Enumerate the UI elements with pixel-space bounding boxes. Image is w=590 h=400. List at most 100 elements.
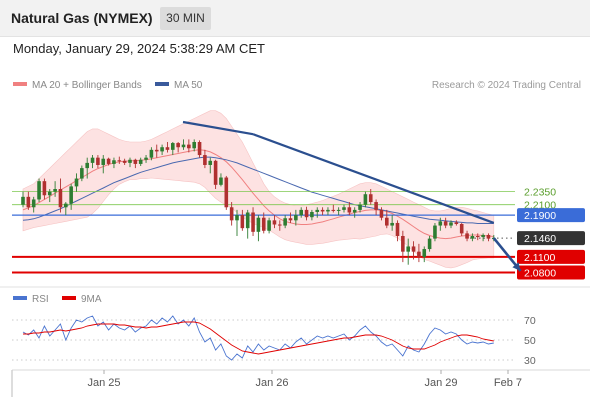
candle-body bbox=[454, 222, 459, 224]
candle-body bbox=[80, 168, 84, 179]
candle-body bbox=[154, 149, 159, 152]
candle-body bbox=[128, 159, 132, 163]
x-tick-label: Jan 25 bbox=[87, 377, 120, 389]
candle-body bbox=[342, 207, 346, 210]
candle-body bbox=[465, 233, 469, 239]
rsi-swatch-icon bbox=[13, 296, 27, 300]
candle-body bbox=[203, 155, 207, 165]
rsi-line bbox=[22, 315, 494, 361]
candle-body bbox=[459, 223, 464, 234]
level-label: 2.2350 bbox=[524, 187, 556, 199]
candle-body bbox=[187, 144, 191, 149]
candle-body bbox=[31, 199, 36, 208]
candle-body bbox=[149, 149, 154, 158]
candle-body bbox=[251, 212, 255, 232]
legend-item-ma50: MA 50 bbox=[155, 80, 202, 91]
candle-body bbox=[374, 202, 378, 210]
candle-body bbox=[245, 212, 250, 229]
level-tag-label: 2.0800 bbox=[524, 268, 556, 280]
candle-body bbox=[144, 157, 148, 160]
candle-body bbox=[37, 181, 41, 200]
candle-body bbox=[272, 220, 277, 225]
rsi-tick-label: 30 bbox=[524, 355, 536, 367]
candle-body bbox=[192, 142, 196, 149]
candle-body bbox=[379, 209, 384, 218]
rsi-legend-label: RSI bbox=[32, 294, 49, 305]
candle-body bbox=[261, 217, 266, 231]
level-tag-support bbox=[517, 249, 585, 264]
candle-body bbox=[58, 189, 63, 208]
candle-body bbox=[47, 191, 52, 196]
candle-body bbox=[267, 220, 271, 231]
candle-body bbox=[278, 224, 282, 226]
projection-arrow-head-icon bbox=[512, 262, 521, 271]
candle-body bbox=[475, 236, 480, 238]
rsi-chart: RSI 9MA 70 50 30 bbox=[12, 294, 536, 367]
level-tag-label: 2.1100 bbox=[524, 252, 555, 264]
candle-body bbox=[443, 221, 448, 226]
candle-body bbox=[310, 211, 314, 218]
ma50-line bbox=[22, 156, 494, 224]
candle-body bbox=[240, 215, 245, 229]
candle-body bbox=[219, 177, 223, 185]
bollinger-band-area bbox=[22, 110, 495, 269]
candle-body bbox=[411, 246, 416, 252]
candle-body bbox=[96, 157, 100, 165]
candle-body bbox=[64, 203, 68, 208]
candle-body bbox=[352, 209, 357, 213]
trendline bbox=[252, 133, 495, 224]
x-tick-label: Jan 29 bbox=[424, 377, 457, 389]
candle-body bbox=[433, 225, 437, 239]
candle-body bbox=[449, 222, 453, 226]
candle-body bbox=[390, 222, 394, 226]
candle-body bbox=[299, 209, 303, 216]
ma20-swatch-icon bbox=[13, 82, 27, 87]
candle-body bbox=[304, 209, 309, 218]
candle-body bbox=[69, 186, 73, 204]
candle-body bbox=[74, 178, 79, 187]
candle-body bbox=[235, 215, 239, 221]
candle-body bbox=[336, 209, 341, 211]
candle-body bbox=[106, 158, 111, 164]
candle-body bbox=[288, 218, 293, 221]
candle-body bbox=[283, 218, 287, 226]
timeframe-selector[interactable]: 30 MIN bbox=[160, 7, 211, 30]
candle-body bbox=[417, 251, 421, 257]
candle-body bbox=[122, 160, 127, 163]
level-tag-pivot bbox=[517, 208, 585, 223]
candle-body bbox=[138, 159, 143, 164]
candle-body bbox=[326, 209, 330, 212]
candle-body bbox=[21, 196, 25, 205]
ma50-swatch-icon bbox=[155, 82, 169, 87]
candle-body bbox=[224, 177, 229, 208]
candle-body bbox=[331, 209, 336, 211]
candle-body bbox=[315, 209, 320, 212]
candle-body bbox=[438, 221, 443, 226]
candle-body bbox=[427, 238, 432, 250]
trendline-extension bbox=[182, 120, 254, 136]
candle-body bbox=[171, 143, 175, 150]
level-tag-support bbox=[517, 265, 585, 280]
candle-body bbox=[117, 160, 122, 162]
candle-body bbox=[470, 236, 475, 239]
candle-body bbox=[53, 189, 57, 192]
candle-body bbox=[358, 204, 362, 210]
legend-item-ma20: MA 20 + Bollinger Bands bbox=[13, 80, 142, 91]
candle-body bbox=[406, 246, 410, 252]
candle-body bbox=[385, 217, 389, 226]
candle-body bbox=[256, 217, 261, 232]
candle-body bbox=[101, 158, 106, 165]
candle-body bbox=[347, 207, 352, 213]
candle-body bbox=[197, 142, 202, 156]
candle-body bbox=[422, 249, 427, 257]
candle-body bbox=[486, 234, 491, 239]
copyright-label: Research © 2024 Trading Central bbox=[431, 80, 581, 91]
level-tag-label: 2.1460 bbox=[524, 233, 556, 245]
candle-body bbox=[320, 209, 325, 212]
level-tag-last bbox=[517, 231, 585, 246]
candle-body bbox=[112, 160, 116, 164]
candle-body bbox=[26, 196, 31, 208]
candle-body bbox=[481, 234, 485, 238]
candle-body bbox=[160, 147, 164, 152]
